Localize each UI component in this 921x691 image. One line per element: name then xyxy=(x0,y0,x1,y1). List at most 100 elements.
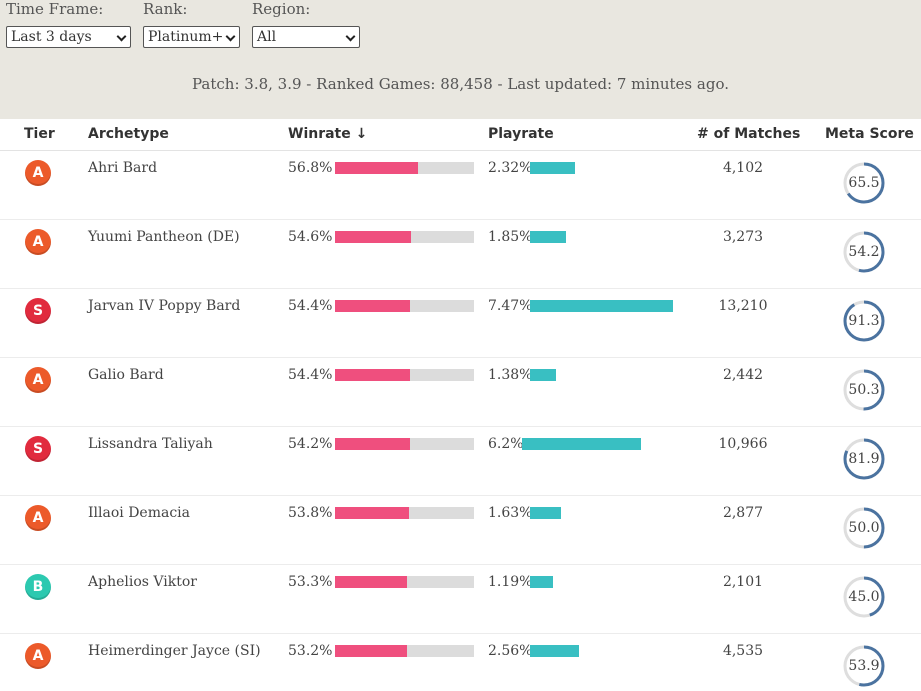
rank-select[interactable]: Platinum+ xyxy=(143,26,240,48)
region-label: Region: xyxy=(252,0,311,18)
chevron-down-icon xyxy=(116,31,127,42)
meta-score-ring-fill xyxy=(843,576,885,618)
winrate-bar-track xyxy=(335,438,474,450)
table-row[interactable]: A Illaoi Demacia 53.8% 1.63% 2,877 50.0 xyxy=(0,496,921,565)
playrate-bar xyxy=(530,576,553,588)
chevron-down-icon xyxy=(345,31,356,42)
archetype-link[interactable]: Galio Bard xyxy=(88,367,164,383)
matches-value: 13,210 xyxy=(718,298,768,314)
table-row[interactable]: A Ahri Bard 56.8% 2.32% 4,102 65.5 xyxy=(0,151,921,220)
winrate-bar-track xyxy=(335,231,474,243)
meta-score-ring-fill xyxy=(843,369,885,411)
column-header-winrate[interactable]: Winrate ↓ xyxy=(288,126,368,142)
tier-badge: A xyxy=(25,367,51,393)
region-select[interactable]: All xyxy=(252,26,360,48)
archetype-link[interactable]: Aphelios Viktor xyxy=(88,574,197,590)
meta-score-ring-fill xyxy=(843,438,885,480)
meta-score-ring xyxy=(843,645,885,687)
table-row[interactable]: A Galio Bard 54.4% 1.38% 2,442 50.3 xyxy=(0,358,921,427)
archetype-link[interactable]: Heimerdinger Jayce (SI) xyxy=(88,643,261,659)
winrate-bar xyxy=(335,231,411,243)
winrate-value: 53.2% xyxy=(288,643,333,659)
archetype-link[interactable]: Ahri Bard xyxy=(88,160,158,176)
playrate-value: 1.19% xyxy=(488,574,533,590)
column-header-matches[interactable]: # of Matches xyxy=(697,126,801,142)
meta-score-ring xyxy=(843,438,885,480)
table-row[interactable]: B Aphelios Viktor 53.3% 1.19% 2,101 45.0 xyxy=(0,565,921,634)
winrate-bar xyxy=(335,369,411,381)
matches-value: 3,273 xyxy=(722,229,764,245)
matches-value: 10,966 xyxy=(718,436,768,452)
meta-score-ring-fill xyxy=(843,507,885,549)
playrate-bar xyxy=(530,162,575,174)
winrate-value: 53.8% xyxy=(288,505,333,521)
table-row[interactable]: S Lissandra Taliyah 54.2% 6.2% 10,966 81.9 xyxy=(0,427,921,496)
archetype-link[interactable]: Illaoi Demacia xyxy=(88,505,190,521)
meta-score-value: 45.0 xyxy=(848,589,880,605)
meta-score-ring xyxy=(843,162,885,204)
winrate-bar-track xyxy=(335,162,474,174)
playrate-value: 7.47% xyxy=(488,298,533,314)
rank-value: Platinum+ xyxy=(148,29,224,45)
archetype-link[interactable]: Yuumi Pantheon (DE) xyxy=(88,229,240,245)
time-frame-select[interactable]: Last 3 days xyxy=(6,26,131,48)
tier-badge: A xyxy=(25,229,51,255)
matches-value: 2,877 xyxy=(722,505,764,521)
table-row[interactable]: S Jarvan IV Poppy Bard 54.4% 7.47% 13,210 91.… xyxy=(0,289,921,358)
playrate-bar xyxy=(530,369,557,381)
winrate-bar xyxy=(335,576,407,588)
playrate-bar xyxy=(530,645,580,657)
playrate-value: 1.38% xyxy=(488,367,533,383)
filter-bar: Time Frame: Last 3 days Rank: Platinum+ … xyxy=(0,0,921,119)
tier-badge: A xyxy=(25,643,51,669)
meta-score-value: 50.3 xyxy=(848,382,880,398)
winrate-bar xyxy=(335,162,418,174)
winrate-bar xyxy=(335,645,407,657)
archetype-link[interactable]: Jarvan IV Poppy Bard xyxy=(88,298,241,314)
tier-badge: A xyxy=(25,160,51,186)
column-header-tier[interactable]: Tier xyxy=(24,126,55,142)
time-frame-label: Time Frame: xyxy=(6,0,104,18)
playrate-value: 1.63% xyxy=(488,505,533,521)
time-frame-value: Last 3 days xyxy=(11,29,92,45)
column-header-playrate[interactable]: Playrate xyxy=(488,126,554,142)
playrate-value: 1.85% xyxy=(488,229,533,245)
meta-score-ring xyxy=(843,231,885,273)
tier-badge: B xyxy=(25,574,51,600)
winrate-value: 54.6% xyxy=(288,229,333,245)
rank-label: Rank: xyxy=(143,0,188,18)
playrate-bar xyxy=(530,231,566,243)
winrate-bar-track xyxy=(335,576,474,588)
winrate-value: 53.3% xyxy=(288,574,333,590)
meta-score-ring xyxy=(843,507,885,549)
meta-score-ring-fill xyxy=(843,645,885,687)
winrate-value: 54.4% xyxy=(288,298,333,314)
meta-score-value: 91.3 xyxy=(848,313,880,329)
meta-score-ring xyxy=(843,300,885,342)
meta-score-ring-fill xyxy=(843,300,885,342)
winrate-bar xyxy=(335,507,409,519)
playrate-value: 2.56% xyxy=(488,643,533,659)
winrate-bar-track xyxy=(335,507,474,519)
table-row[interactable]: A Yuumi Pantheon (DE) 54.6% 1.85% 3,273 54.2 xyxy=(0,220,921,289)
column-header-meta-score[interactable]: Meta Score xyxy=(825,126,914,142)
matches-value: 2,442 xyxy=(722,367,764,383)
playrate-bar xyxy=(522,438,642,450)
table-row[interactable]: A Heimerdinger Jayce (SI) 53.2% 2.56% 4,535 5… xyxy=(0,634,921,691)
matches-value: 2,101 xyxy=(722,574,764,590)
playrate-value: 2.32% xyxy=(488,160,533,176)
meta-score-ring-fill xyxy=(843,231,885,273)
archetype-link[interactable]: Lissandra Taliyah xyxy=(88,436,213,452)
meta-score-value: 53.9 xyxy=(848,658,880,674)
meta-score-value: 54.2 xyxy=(848,244,880,260)
playrate-value: 6.2% xyxy=(488,436,524,452)
winrate-value: 56.8% xyxy=(288,160,333,176)
tier-badge: A xyxy=(25,505,51,531)
meta-score-ring xyxy=(843,369,885,411)
region-value: All xyxy=(257,29,277,45)
column-header-archetype[interactable]: Archetype xyxy=(88,126,169,142)
meta-score-value: 65.5 xyxy=(848,175,880,191)
matches-value: 4,102 xyxy=(722,160,764,176)
meta-score-ring-fill xyxy=(843,162,885,204)
meta-score-value: 81.9 xyxy=(848,451,880,467)
